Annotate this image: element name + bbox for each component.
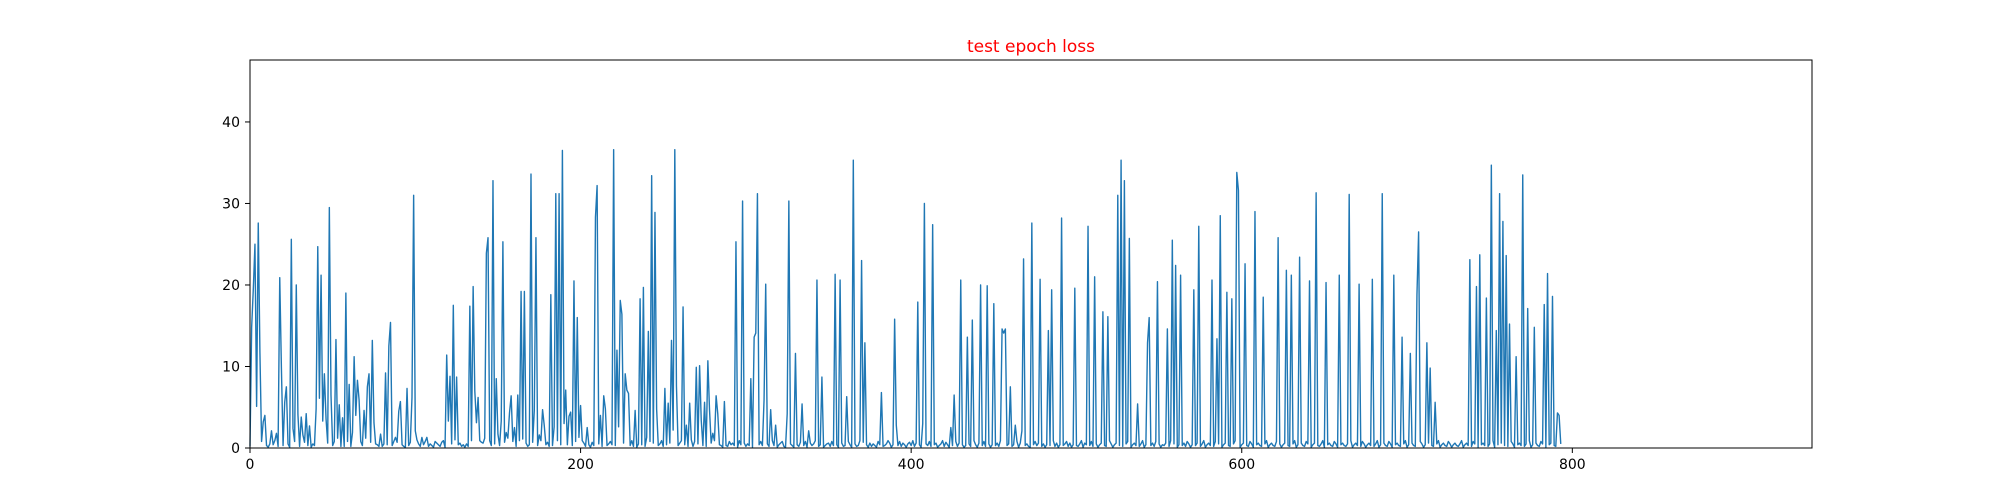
plot-area: 0 200 400 600 800 0 10 20 30 40 <box>222 59 1813 473</box>
x-tick-label: 400 <box>898 457 925 473</box>
x-tick-label: 600 <box>1228 457 1255 473</box>
y-tick-label: 20 <box>222 278 240 294</box>
y-tick-label: 10 <box>222 359 240 375</box>
x-tick-label: 800 <box>1559 457 1586 473</box>
x-tick-label: 0 <box>246 457 255 473</box>
series-line-0 <box>249 148 1562 448</box>
y-tick-label: 0 <box>231 441 240 457</box>
x-tick-label: 200 <box>567 457 594 473</box>
axes-frame <box>249 59 1813 449</box>
y-tick-label: 40 <box>222 115 240 131</box>
chart-title: test epoch loss <box>967 37 1095 57</box>
y-tick-label: 30 <box>222 196 240 212</box>
